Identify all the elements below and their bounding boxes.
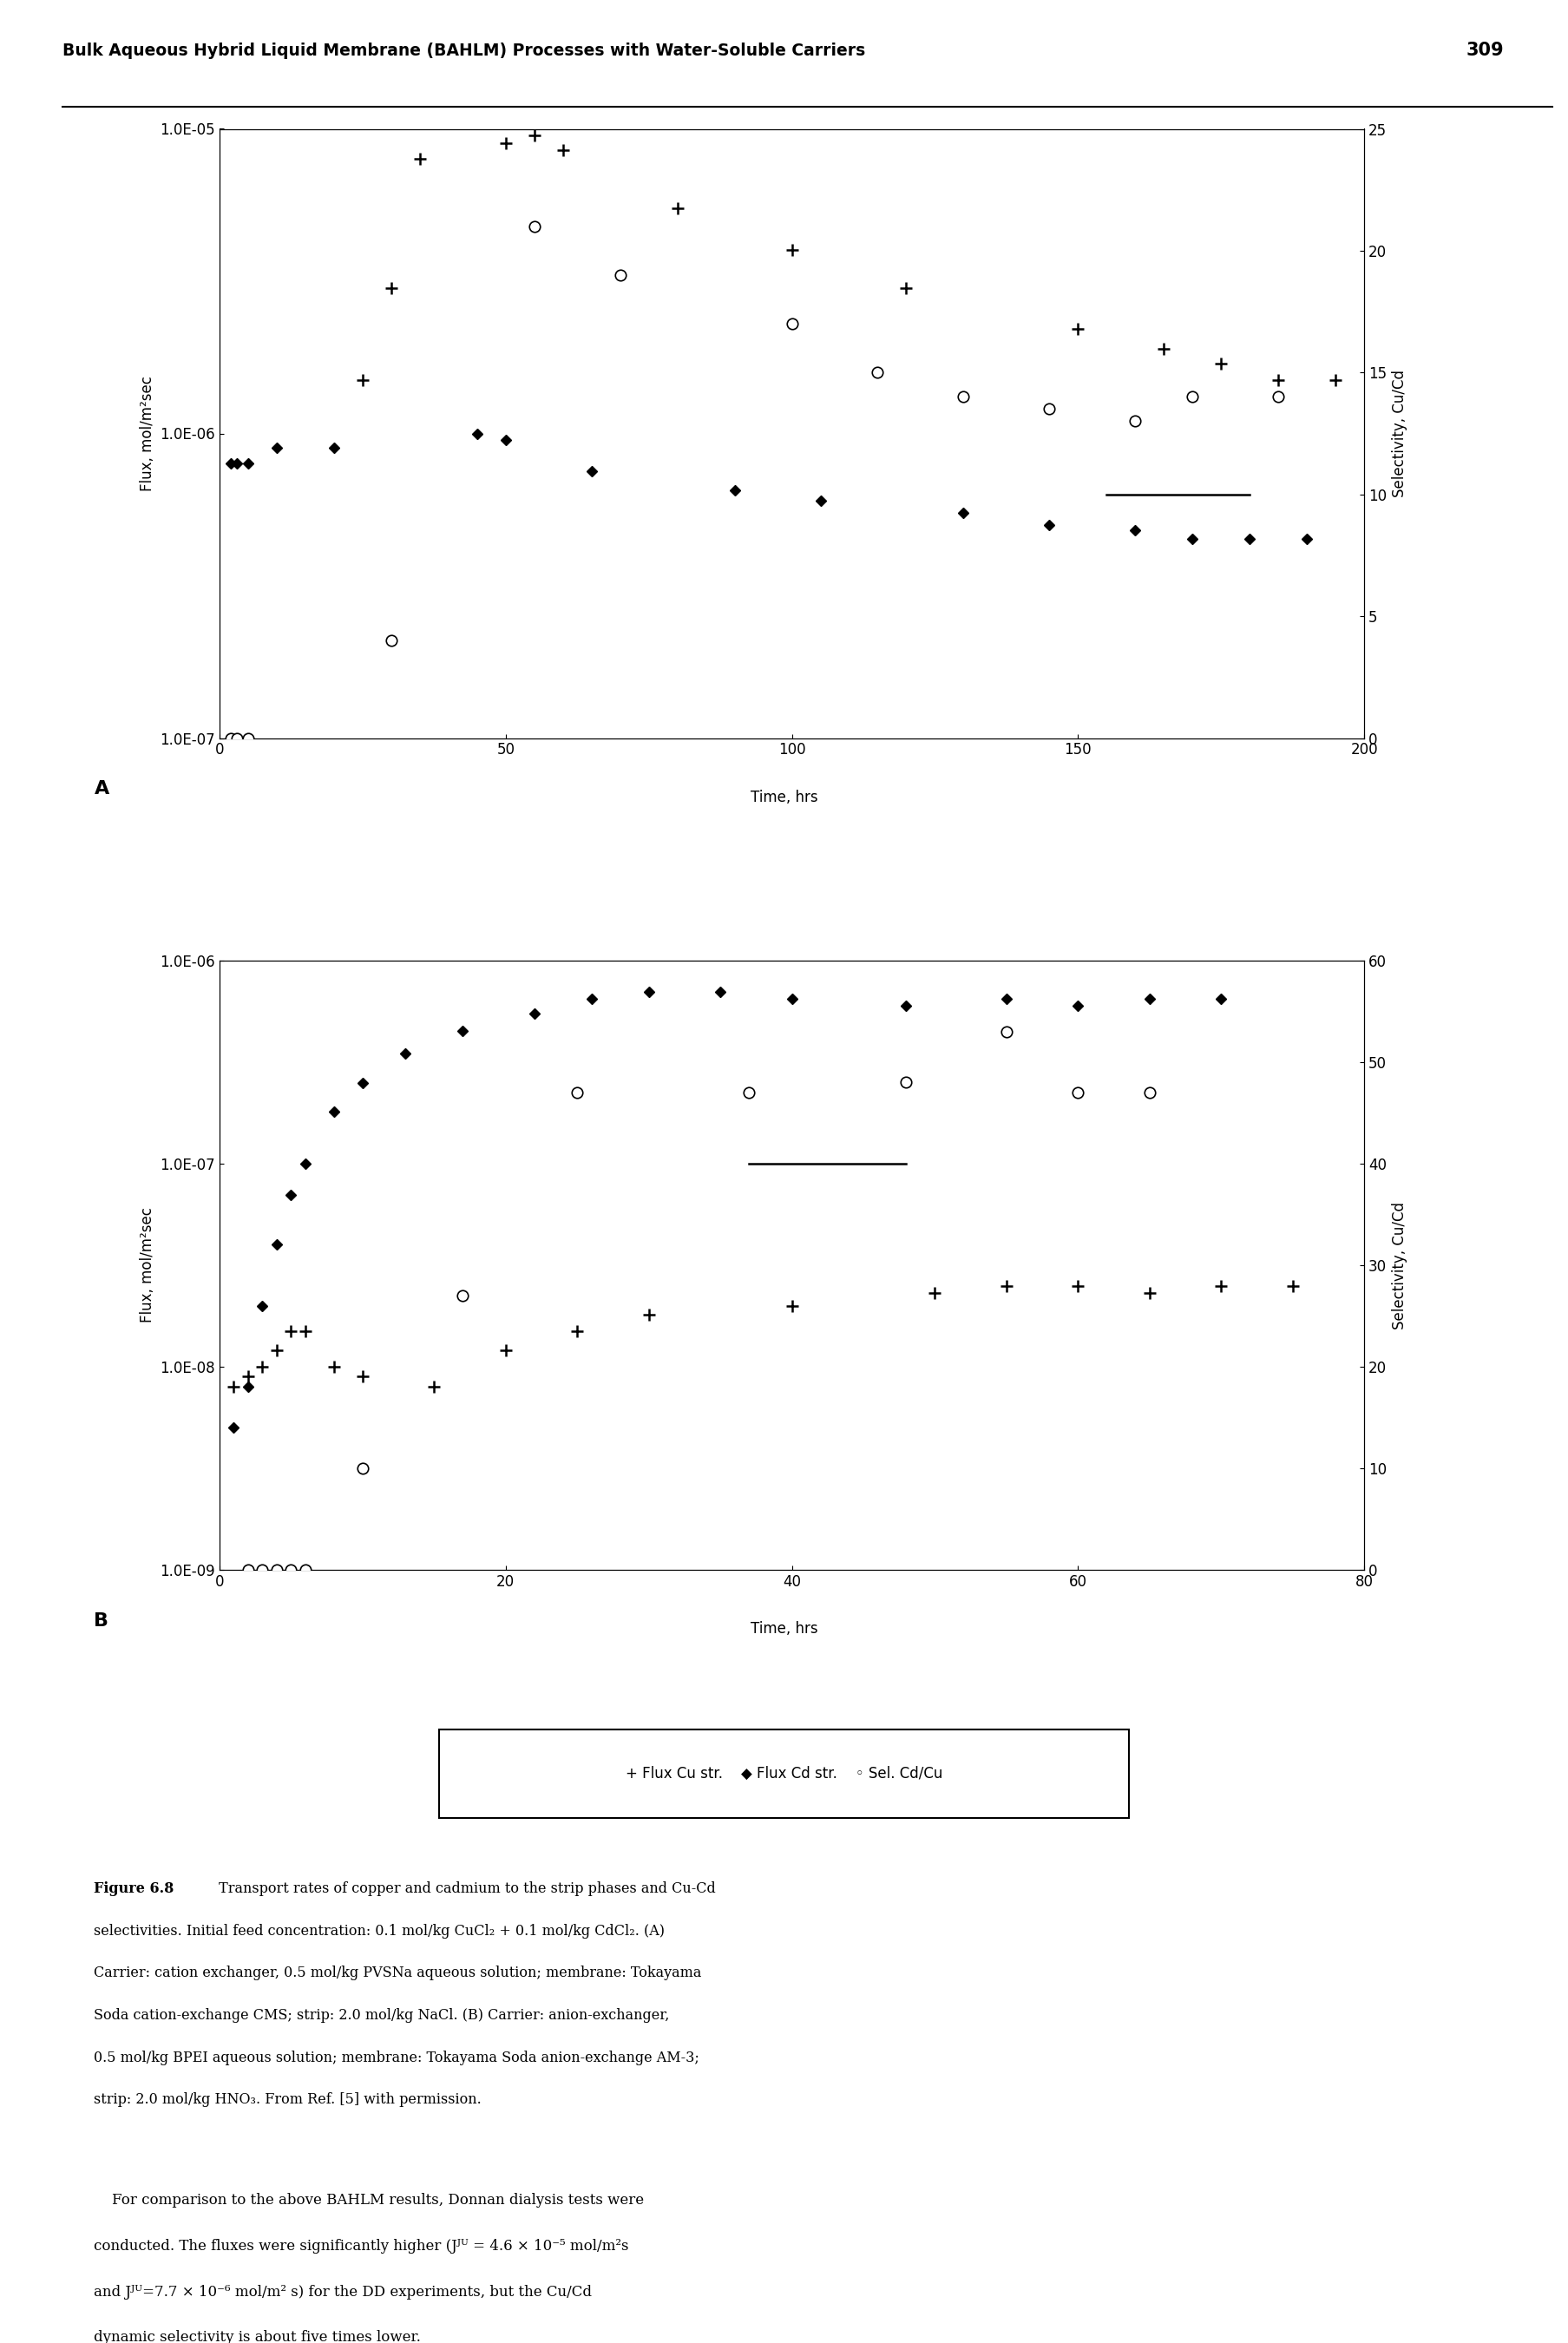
Text: B: B [94, 1612, 108, 1628]
Text: A: A [94, 780, 110, 797]
Text: conducted. The fluxes were significantly higher (Jᴶᵁ = 4.6 × 10⁻⁵ mol/m²s: conducted. The fluxes were significantly… [94, 2240, 629, 2254]
Y-axis label: Flux, mol/m²sec: Flux, mol/m²sec [140, 375, 155, 492]
Text: + Flux Cu str.    ◆ Flux Cd str.    ◦ Sel. Cd/Cu: + Flux Cu str. ◆ Flux Cd str. ◦ Sel. Cd/… [626, 1767, 942, 1781]
Text: Transport rates of copper and cadmium to the strip phases and Cu-Cd: Transport rates of copper and cadmium to… [207, 1881, 715, 1895]
Text: Soda cation-exchange CMS; strip: 2.0 mol/kg NaCl. (B) Carrier: anion-exchanger,: Soda cation-exchange CMS; strip: 2.0 mol… [94, 2008, 670, 2022]
Text: For comparison to the above BAHLM results, Donnan dialysis tests were: For comparison to the above BAHLM result… [94, 2193, 644, 2207]
Text: 0.5 mol/kg BPEI aqueous solution; membrane: Tokayama Soda anion-exchange AM-3;: 0.5 mol/kg BPEI aqueous solution; membra… [94, 2050, 699, 2064]
Text: Bulk Aqueous Hybrid Liquid Membrane (BAHLM) Processes with Water-Soluble Carrier: Bulk Aqueous Hybrid Liquid Membrane (BAH… [63, 42, 866, 59]
Text: and Jᴶᵁ=7.7 × 10⁻⁶ mol/m² s) for the DD experiments, but the Cu/Cd: and Jᴶᵁ=7.7 × 10⁻⁶ mol/m² s) for the DD … [94, 2284, 593, 2298]
Text: strip: 2.0 mol/kg HNO₃. From Ref. [5] with permission.: strip: 2.0 mol/kg HNO₃. From Ref. [5] wi… [94, 2092, 481, 2106]
Text: Time, hrs: Time, hrs [751, 1621, 817, 1638]
Text: Carrier: cation exchanger, 0.5 mol/kg PVSNa aqueous solution; membrane: Tokayama: Carrier: cation exchanger, 0.5 mol/kg PV… [94, 1966, 702, 1980]
Y-axis label: Selectivity, Cu/Cd: Selectivity, Cu/Cd [1391, 370, 1406, 497]
Text: selectivities. Initial feed concentration: 0.1 mol/kg CuCl₂ + 0.1 mol/kg CdCl₂. : selectivities. Initial feed concentratio… [94, 1924, 665, 1938]
Text: Figure 6.8: Figure 6.8 [94, 1881, 174, 1895]
Text: Time, hrs: Time, hrs [751, 790, 817, 806]
Y-axis label: Selectivity, Cu/Cd: Selectivity, Cu/Cd [1391, 1202, 1406, 1328]
Text: 309: 309 [1466, 42, 1504, 59]
Text: dynamic selectivity is about five times lower.: dynamic selectivity is about five times … [94, 2329, 422, 2343]
Y-axis label: Flux, mol/m²sec: Flux, mol/m²sec [140, 1207, 155, 1324]
